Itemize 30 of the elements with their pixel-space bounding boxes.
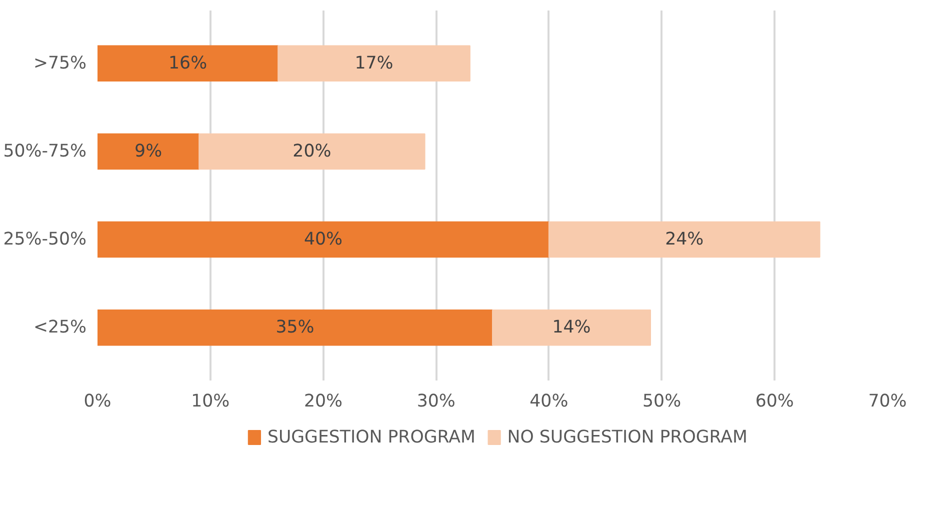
y-tick-label: 25%-50% bbox=[3, 230, 87, 250]
bar bbox=[548, 221, 820, 258]
legend-label: NO SUGGESTION PROGRAM bbox=[507, 428, 748, 448]
x-tick-label: 70% bbox=[868, 392, 907, 412]
bar bbox=[492, 310, 651, 346]
x-tick-label: 60% bbox=[755, 392, 794, 412]
x-tick-label: 20% bbox=[304, 392, 342, 412]
bar bbox=[98, 133, 200, 170]
bar bbox=[98, 221, 550, 258]
data-label: 35% bbox=[276, 318, 314, 338]
x-tick-label: 0% bbox=[84, 392, 112, 412]
data-label: 16% bbox=[168, 53, 208, 74]
legend-label: SUGGESTION PROGRAM bbox=[267, 428, 476, 448]
data-label: 9% bbox=[134, 141, 162, 162]
data-label: 24% bbox=[665, 230, 704, 250]
data-label: 14% bbox=[552, 318, 591, 338]
bar bbox=[278, 45, 470, 82]
data-label: 40% bbox=[304, 230, 342, 250]
x-tick-label: 50% bbox=[642, 392, 682, 412]
data-label: 20% bbox=[292, 141, 332, 162]
x-tick-label: 10% bbox=[191, 392, 230, 412]
bar bbox=[98, 310, 493, 346]
bar bbox=[198, 133, 426, 170]
data-label: 17% bbox=[354, 53, 394, 74]
y-tick-label: >75% bbox=[33, 53, 87, 74]
x-tick-label: 40% bbox=[530, 392, 568, 412]
y-tick-label: 50%-75% bbox=[3, 141, 87, 162]
x-tick-label: 30% bbox=[416, 392, 456, 412]
bar bbox=[98, 45, 279, 82]
y-tick-label: <25% bbox=[33, 318, 87, 338]
